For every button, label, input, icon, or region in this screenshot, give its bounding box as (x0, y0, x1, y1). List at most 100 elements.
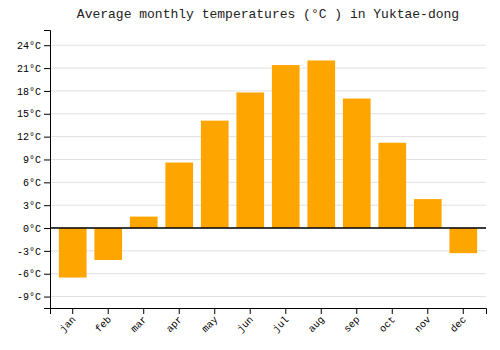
x-tick-label: may (200, 314, 221, 335)
y-tick-mark (44, 274, 50, 275)
y-tick-label: 21°C (17, 64, 41, 75)
grid-line (50, 136, 486, 137)
x-axis: janfebmaraprmayjunjulaugsepoctnovdec (51, 308, 487, 335)
grid-line (50, 296, 486, 297)
bar (201, 121, 229, 228)
x-tick: may (200, 308, 221, 335)
x-tick-mark (463, 308, 464, 314)
y-tick: -3°C (17, 247, 50, 258)
x-tick: feb (93, 308, 114, 335)
x-tick-mark (72, 308, 73, 314)
x-tick-mark (321, 308, 322, 314)
bar (343, 99, 371, 228)
grid-line (50, 68, 486, 69)
bars (59, 60, 477, 277)
x-tick-label: nov (413, 314, 434, 335)
x-tick: jun (235, 308, 256, 335)
grid-line (50, 45, 486, 46)
y-tick-mark (44, 45, 50, 46)
zero-line (50, 227, 486, 229)
y-tick-mark (44, 91, 50, 92)
y-tick: 9°C (23, 155, 50, 166)
x-tick-mark (179, 308, 180, 314)
x-tick: sep (342, 308, 363, 335)
x-tick-mark (143, 308, 144, 314)
x-tick: nov (413, 308, 434, 335)
y-tick-mark (44, 137, 50, 138)
grid-line (50, 90, 486, 91)
x-tick-label: jul (271, 314, 292, 335)
y-tick: 24°C (17, 41, 50, 52)
x-tick: mar (129, 308, 150, 335)
y-tick: 15°C (17, 109, 50, 120)
x-axis-line (51, 309, 487, 315)
y-tick-mark (44, 159, 50, 160)
x-tick-label: sep (342, 314, 363, 335)
y-tick: 12°C (17, 132, 50, 143)
y-tick-label: 12°C (17, 132, 41, 143)
x-tick-label: jun (235, 314, 256, 335)
y-tick-label: 9°C (23, 155, 41, 166)
y-tick-label: -9°C (17, 292, 41, 303)
y-tick-mark (44, 114, 50, 115)
y-tick-label: -3°C (17, 247, 41, 258)
plot: -9°C -6°C -3°C 0°C 3°C 6°C 9°C 12°C 15°C 18°C 21°C… (17, 31, 487, 335)
bar (165, 163, 193, 229)
y-tick: 6°C (23, 178, 50, 189)
x-tick: oct (377, 308, 398, 335)
y-tick: -6°C (17, 269, 50, 280)
x-tick-label: dec (448, 314, 469, 335)
y-tick-mark (44, 68, 50, 69)
y-tick-label: 3°C (23, 201, 41, 212)
grid-line (50, 182, 486, 183)
bar (236, 92, 264, 228)
bar (307, 60, 335, 228)
y-axis: -9°C -6°C -3°C 0°C 3°C 6°C 9°C 12°C 15°C 18°C 21°C… (17, 31, 51, 309)
bar (449, 228, 477, 253)
bar (414, 199, 442, 228)
x-tick-mark (427, 308, 428, 314)
x-tick-label: jan (58, 314, 79, 335)
x-tick-mark (250, 308, 251, 314)
y-tick-mark (44, 228, 50, 229)
y-tick: 21°C (17, 64, 50, 75)
y-tick: -9°C (17, 292, 50, 303)
y-tick-mark (44, 205, 50, 206)
bar (59, 228, 87, 278)
bar (378, 143, 406, 228)
y-tick-mark (44, 297, 50, 298)
y-tick-mark (44, 182, 50, 183)
bar (130, 217, 158, 228)
x-tick-label: feb (93, 314, 114, 335)
y-tick: 0°C (23, 224, 50, 235)
y-axis-line (44, 31, 51, 309)
x-tick-label: oct (377, 314, 398, 335)
y-tick-label: 18°C (17, 87, 41, 98)
chart-svg: Average monthly temperatures (°C ) in Yu… (0, 0, 500, 350)
grid-line (50, 273, 486, 274)
y-tick: 18°C (17, 87, 50, 98)
grid-line (50, 228, 486, 229)
x-tick: aug (306, 308, 327, 335)
grid-line (50, 113, 486, 114)
x-tick-label: apr (164, 314, 185, 335)
y-tick-label: 0°C (23, 224, 41, 235)
x-tick-mark (108, 308, 109, 314)
x-tick-label: mar (129, 314, 150, 335)
bar (272, 65, 300, 228)
y-tick-label: 24°C (17, 41, 41, 52)
chart-container: Average monthly temperatures (°C ) in Yu… (0, 0, 500, 350)
x-tick-mark (214, 308, 215, 314)
bar (94, 228, 122, 260)
grid-line (50, 159, 486, 160)
y-tick: 3°C (23, 201, 50, 212)
x-tick-mark (356, 308, 357, 314)
y-tick-label: 15°C (17, 109, 41, 120)
x-tick: apr (164, 308, 185, 335)
title: Average monthly temperatures (°C ) in Yu… (77, 7, 459, 22)
x-tick: jul (271, 308, 292, 335)
y-tick-label: -6°C (17, 269, 41, 280)
y-tick-label: 6°C (23, 178, 41, 189)
grid (50, 45, 486, 296)
y-tick-mark (44, 251, 50, 252)
